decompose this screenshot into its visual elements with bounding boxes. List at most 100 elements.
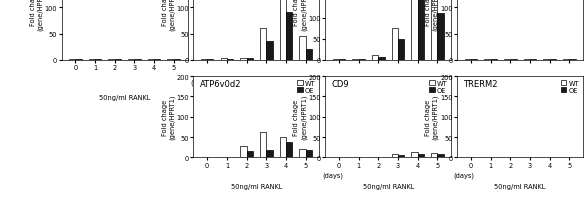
Bar	[247, 59, 253, 61]
Bar	[266, 42, 272, 61]
Bar	[305, 50, 312, 61]
Bar	[431, 154, 437, 158]
Bar	[465, 60, 471, 61]
Bar	[524, 60, 530, 61]
Bar	[465, 157, 471, 158]
Bar	[299, 149, 305, 158]
Bar	[115, 60, 121, 61]
Bar	[260, 29, 266, 61]
Bar	[359, 157, 365, 158]
Text: 50ng/ml RANKL: 50ng/ml RANKL	[495, 183, 546, 189]
Bar	[392, 154, 398, 158]
Bar	[550, 157, 556, 158]
Bar	[201, 157, 207, 158]
Text: (days): (days)	[454, 172, 475, 179]
Text: 50ng/ml RANKL: 50ng/ml RANKL	[99, 94, 150, 100]
Bar	[569, 60, 575, 61]
Bar	[352, 59, 359, 61]
Bar	[128, 60, 134, 61]
Text: CD9: CD9	[332, 79, 349, 88]
Bar	[504, 60, 510, 61]
Bar	[240, 59, 247, 61]
Bar	[471, 157, 477, 158]
Bar	[418, 0, 424, 61]
Y-axis label: Fold chage
(gene/HPRT1): Fold chage (gene/HPRT1)	[294, 95, 307, 140]
Bar	[201, 60, 207, 61]
Bar	[569, 157, 575, 158]
Bar	[305, 150, 312, 158]
Text: ATP6v0d2: ATP6v0d2	[200, 79, 241, 88]
Y-axis label: Fold chage
(gene/HPRT1): Fold chage (gene/HPRT1)	[162, 0, 175, 31]
Bar	[173, 60, 180, 61]
Bar	[88, 60, 95, 61]
Bar	[247, 152, 253, 158]
Bar	[510, 157, 516, 158]
Bar	[286, 13, 292, 61]
Text: 50ng/ml RANKL: 50ng/ml RANKL	[231, 183, 282, 189]
Bar	[411, 0, 418, 61]
Bar	[471, 60, 477, 61]
Bar	[339, 60, 345, 61]
Bar	[227, 60, 233, 61]
Bar	[333, 60, 339, 61]
Bar	[484, 60, 490, 61]
Bar	[260, 133, 266, 158]
Bar	[490, 157, 497, 158]
Bar	[431, 0, 437, 61]
Bar	[543, 60, 550, 61]
Legend: WT, OE: WT, OE	[560, 80, 580, 94]
Bar	[411, 153, 418, 158]
Bar	[418, 154, 424, 158]
Bar	[266, 150, 272, 158]
Y-axis label: Fold chage
(gene/HPRT1): Fold chage (gene/HPRT1)	[30, 0, 43, 31]
Bar	[398, 40, 404, 61]
Bar	[379, 57, 384, 61]
Bar	[504, 157, 510, 158]
Text: (days): (days)	[322, 172, 343, 179]
Bar	[148, 60, 154, 61]
Bar	[240, 146, 247, 158]
Y-axis label: Fold chage
(gene/HPRT1): Fold chage (gene/HPRT1)	[425, 95, 439, 140]
Bar	[372, 56, 379, 61]
Bar	[220, 157, 227, 158]
Y-axis label: Fold chage
(gene/HPRT1): Fold chage (gene/HPRT1)	[294, 0, 307, 31]
Bar	[398, 156, 404, 158]
Bar	[392, 29, 398, 61]
Bar	[280, 137, 286, 158]
Bar	[95, 60, 101, 61]
Bar	[333, 157, 339, 158]
Bar	[134, 60, 141, 61]
Bar	[69, 60, 76, 61]
Bar	[379, 157, 384, 158]
Bar	[299, 37, 305, 61]
Bar	[339, 157, 345, 158]
Legend: WT, OE: WT, OE	[297, 80, 316, 94]
Bar	[352, 157, 359, 158]
Text: 50ng/ml RANKL: 50ng/ml RANKL	[363, 183, 414, 189]
Bar	[490, 60, 497, 61]
Bar	[76, 60, 81, 61]
Bar	[510, 60, 516, 61]
Bar	[154, 60, 161, 61]
Bar	[530, 157, 536, 158]
Bar	[359, 60, 365, 61]
Bar	[280, 0, 286, 61]
Y-axis label: Fold chage
(gene/HPRT1): Fold chage (gene/HPRT1)	[162, 95, 175, 140]
Bar	[372, 157, 379, 158]
Bar	[524, 157, 530, 158]
Bar	[286, 142, 292, 158]
Bar	[563, 157, 569, 158]
Bar	[207, 157, 213, 158]
Bar	[437, 154, 444, 158]
Text: (days): (days)	[190, 80, 211, 86]
Legend: WT, OE: WT, OE	[428, 80, 448, 94]
Text: TRERM2: TRERM2	[464, 79, 498, 88]
Bar	[227, 157, 233, 158]
Bar	[220, 59, 227, 61]
Bar	[168, 60, 173, 61]
Bar	[484, 157, 490, 158]
Bar	[437, 14, 444, 61]
Y-axis label: Fold chage
(gene/HPRT1): Fold chage (gene/HPRT1)	[425, 0, 439, 31]
Bar	[563, 60, 569, 61]
Bar	[530, 60, 536, 61]
